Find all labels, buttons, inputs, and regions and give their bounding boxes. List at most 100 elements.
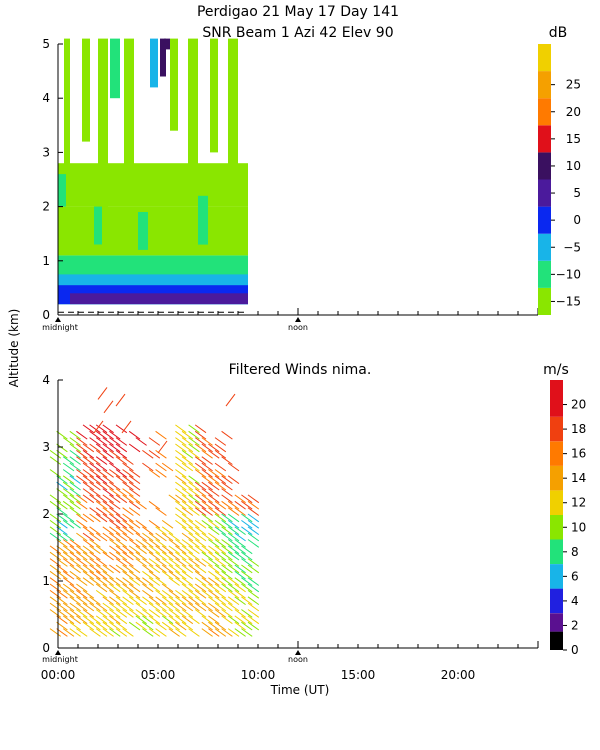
wind-barb-139: [82, 488, 95, 497]
wind-barb-281: [115, 437, 128, 446]
wind-barb-412: [161, 519, 174, 529]
wind-barb-691: [241, 558, 253, 567]
wind-barb-203: [102, 621, 114, 631]
figure-title-line1: Perdigao 21 May 17 Day 141: [197, 4, 399, 20]
snr-cell-7: [82, 38, 90, 142]
wind-barb-278: [115, 456, 128, 465]
wind-barb-675: [234, 545, 246, 555]
wind-barb-503: [188, 519, 200, 529]
wind-barb-94: [69, 449, 81, 459]
wind-barb-290: [122, 570, 134, 580]
wind-barb-345: [142, 615, 154, 625]
wind-barb-365: [148, 583, 161, 593]
wind-barb-246: [109, 507, 121, 516]
wind-barb-285: [122, 602, 134, 612]
wind-barb-159: [89, 539, 101, 548]
wind-barb-341: [135, 500, 147, 510]
wind-barb-92: [69, 462, 81, 472]
wind-barb-421: [168, 577, 180, 586]
wind-barb-232: [109, 609, 121, 618]
wind-barb-414: [168, 628, 180, 637]
wind-barb-173: [89, 430, 101, 440]
wind-barb-258: [115, 621, 128, 631]
wind-barb-480: [181, 494, 194, 504]
wind-barb-110: [76, 532, 88, 542]
wind-barb-299: [122, 507, 134, 516]
wind-barb-185: [95, 558, 108, 567]
wind-barb-383: [155, 596, 167, 606]
wind-barb-692: [241, 551, 253, 561]
wind-barb-468: [181, 570, 194, 580]
wind-barb-502: [188, 526, 200, 536]
wind-barb-665: [234, 621, 246, 631]
wind-barb-295: [122, 532, 134, 542]
wind-barb-511: [188, 449, 200, 459]
wind-barb-369: [148, 558, 161, 567]
wind-barb-205: [102, 609, 114, 618]
winds-colorbar-label-10: 20: [571, 398, 586, 412]
wind-barb-213: [102, 532, 114, 542]
wind-barb-65: [62, 481, 75, 491]
wind-barb-407: [161, 558, 174, 567]
wind-barb-194: [95, 469, 108, 478]
wind-barb-549: [201, 558, 213, 567]
wind-barb-509: [188, 475, 200, 485]
wind-barb-555: [201, 507, 213, 516]
wind-barb-348: [142, 589, 154, 599]
wind-barb-176: [95, 621, 108, 631]
wind-barb-370: [148, 551, 161, 561]
wind-barb-562: [201, 462, 213, 472]
wind-barb-375: [148, 500, 161, 510]
wind-barb-380: [155, 621, 167, 631]
wind-barb-573: [208, 589, 220, 599]
winds-colorbar-label-6: 12: [571, 496, 586, 510]
wind-barb-106: [76, 564, 88, 574]
wind-barb-433: [175, 609, 187, 618]
wind-barb-439: [175, 564, 187, 574]
wind-barb-451: [175, 475, 187, 485]
wind-barb-551: [201, 545, 213, 555]
wind-barb-82: [69, 551, 81, 561]
wind-barb-307: [128, 621, 141, 631]
wind-barb-320: [128, 507, 141, 516]
wind-barb-326: [128, 469, 141, 478]
wind-barb-100: [76, 609, 88, 618]
wind-barb-645: [227, 615, 240, 625]
wind-barb-537: [194, 456, 207, 465]
snr-ytick-label-0: 0: [42, 308, 50, 322]
winds-xtick-label-1: 05:00: [141, 668, 176, 682]
wind-barb-265: [115, 564, 128, 574]
wind-barb-105: [76, 577, 88, 586]
wind-barb-249: [109, 488, 121, 497]
wind-barb-694: [241, 526, 253, 536]
wind-barb-1: [49, 609, 62, 618]
wind-barb-474: [181, 532, 194, 542]
wind-barb-614: [214, 475, 227, 485]
winds-midnight-label: midnight: [42, 655, 78, 664]
wind-barb-162: [89, 513, 101, 523]
wind-barb-55: [62, 558, 75, 567]
wind-barb-667: [234, 609, 246, 618]
wind-barb-50: [62, 602, 75, 612]
wind-barb-151: [89, 602, 101, 612]
winds-marker-0: [55, 650, 61, 655]
wind-barb-211: [102, 564, 114, 574]
wind-barb-519: [194, 589, 207, 599]
wind-barb-697: [241, 500, 253, 510]
wind-barb-374: [148, 519, 161, 529]
wind-barb-657: [227, 526, 240, 536]
wind-barb-559: [201, 481, 213, 491]
wind-barb-112: [76, 513, 88, 523]
wind-barb-133: [82, 545, 95, 555]
wind-barb-60: [62, 519, 75, 529]
wind-barb-436: [175, 589, 187, 599]
wind-barb-372: [148, 539, 161, 548]
wind-barb-405: [161, 570, 174, 580]
wind-barb-526: [194, 539, 207, 548]
wind-barb-388: [155, 551, 167, 561]
wind-barb-577: [208, 564, 220, 574]
wind-barb-355: [142, 539, 154, 548]
wind-barb-690: [241, 564, 253, 574]
wind-barb-3: [49, 596, 62, 606]
